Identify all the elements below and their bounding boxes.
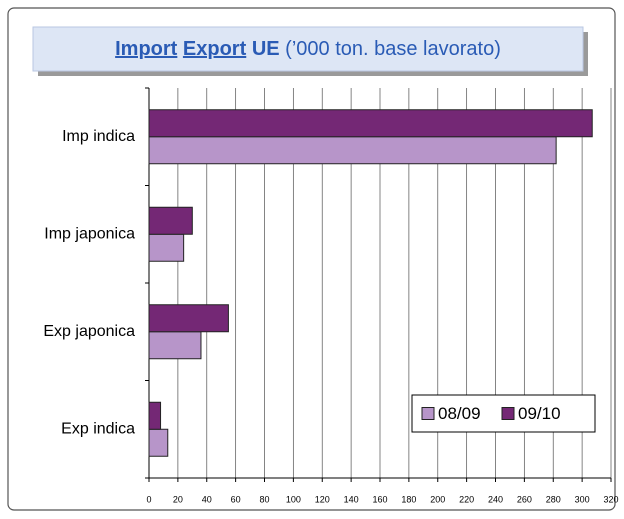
x-tick-label: 260	[517, 494, 532, 504]
title-part: (’000 ton. base lavorato)	[285, 38, 501, 60]
x-tick-label: 300	[575, 494, 590, 504]
legend-swatch	[501, 407, 515, 420]
x-tick-label: 200	[430, 494, 445, 504]
bar	[148, 136, 557, 165]
x-tick-label: 240	[488, 494, 503, 504]
x-tick-label: 220	[459, 494, 474, 504]
x-tick-label: 80	[259, 494, 269, 504]
chart-title: Import Export UE (’000 ton. base lavorat…	[115, 38, 501, 60]
y-tick-label: Exp indica	[61, 420, 135, 437]
x-tick-label: 140	[344, 494, 359, 504]
title-part: UE	[252, 38, 280, 60]
x-tick-label: 60	[231, 494, 241, 504]
x-tick-label: 280	[546, 494, 561, 504]
bar	[148, 331, 202, 360]
x-tick-label: 40	[202, 494, 212, 504]
bar	[148, 401, 162, 430]
x-tick-label: 180	[401, 494, 416, 504]
legend-label: 08/09	[438, 404, 481, 423]
title-part: Export	[183, 38, 247, 60]
x-tick-label: 120	[315, 494, 330, 504]
title-part: Import	[115, 38, 178, 60]
y-tick-label: Imp indica	[62, 128, 135, 145]
title-box	[32, 26, 584, 72]
legend-label: 09/10	[518, 404, 561, 423]
bar	[148, 304, 229, 333]
bar	[148, 428, 169, 457]
bar	[148, 233, 185, 262]
x-tick-label: 20	[173, 494, 183, 504]
x-tick-label: 100	[286, 494, 301, 504]
bar	[148, 109, 593, 138]
y-tick-label: Exp japonica	[43, 323, 135, 340]
x-tick-label: 160	[372, 494, 387, 504]
y-tick-label: Imp japonica	[44, 225, 135, 242]
bar	[148, 206, 193, 235]
legend-swatch	[421, 407, 435, 420]
x-tick-label: 0	[146, 494, 151, 504]
x-tick-label: 320	[603, 494, 618, 504]
